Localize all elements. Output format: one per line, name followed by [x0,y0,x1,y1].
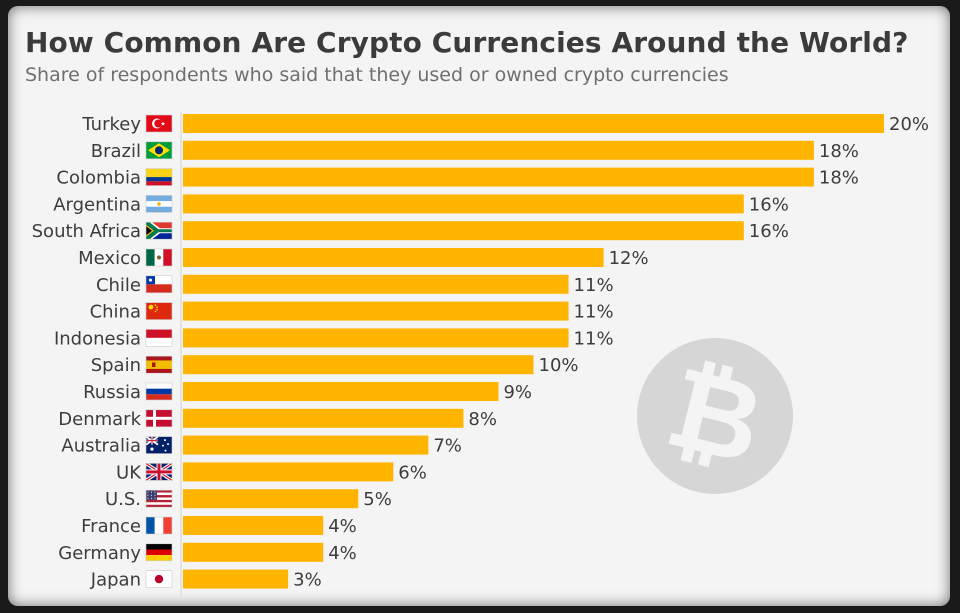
bar-australia [183,435,429,455]
bar-indonesia [183,328,569,348]
value-label: 11% [574,328,614,349]
category-label: Australia [61,436,141,457]
bar-chart: ₿ Turkey 20% Brazil 18% Colombia 18% Argentina… [32,112,929,596]
category-label: France [81,516,141,537]
bitcoin-logo-icon: ₿ [637,338,793,494]
bar-u-s [183,489,359,509]
flag-colombia-icon [145,168,173,186]
bar-brazil [183,140,814,160]
bar-france [183,516,324,535]
flag-denmark-icon [145,409,173,428]
category-label: Russia [83,382,141,403]
flag-argentina-icon [145,195,173,213]
category-label: Chile [96,275,141,296]
category-label: UK [116,462,142,483]
flag-south-africa-icon [145,221,173,240]
flag-germany-icon [145,543,173,562]
chart-title: How Common Are Crypto Currencies Around … [25,26,909,59]
chart-subtitle: Share of respondents who said that they … [25,64,729,86]
value-label: 11% [574,275,614,296]
bar-chile [183,274,569,294]
bar-russia [183,382,499,401]
flag-australia-icon [145,435,173,454]
chart-card: How Common Are Crypto Currencies Around … [8,6,950,606]
flag-japan-icon [145,570,173,588]
flag-spain-icon [145,355,173,374]
bar-turkey [183,114,884,133]
flag-france-icon [145,516,173,535]
value-label: 8% [468,409,497,430]
bar-south-africa [183,221,744,241]
bar-denmark [183,408,464,428]
flag-us-icon [145,489,173,508]
value-label: 5% [363,489,392,510]
value-label: 4% [328,543,357,564]
value-label: 3% [293,570,322,591]
category-label: Japan [90,570,141,591]
bar-colombia [183,167,814,187]
value-label: 7% [433,436,462,457]
category-label: Brazil [91,141,141,162]
category-label: Germany [58,543,141,564]
bar-china [183,301,569,321]
value-label: 9% [503,382,532,403]
bar-mexico [183,248,604,267]
flag-turkey-icon [145,114,173,133]
category-label: Turkey [81,114,141,135]
bar-uk [183,462,394,482]
value-label: 16% [749,194,789,215]
flag-brazil-icon [145,141,173,160]
value-label: 4% [328,516,357,537]
bar-japan [183,569,289,589]
flag-china-icon [145,302,173,320]
category-label: U.S. [105,489,141,510]
flag-uk-icon [145,461,173,482]
value-label: 16% [749,221,789,242]
category-label: Argentina [53,194,141,215]
category-label: China [90,302,141,323]
category-label: Denmark [58,409,141,430]
flag-russia-icon [145,382,173,401]
flag-mexico-icon [145,248,173,267]
value-label: 6% [398,462,427,483]
value-label: 11% [574,302,614,323]
bar-germany [183,542,324,562]
bar-argentina [183,194,744,214]
value-label: 18% [819,168,859,189]
category-label: Colombia [56,168,141,189]
category-label: Spain [91,355,141,376]
flag-indonesia-icon [145,329,173,347]
category-label: Mexico [78,248,141,269]
category-label: Indonesia [54,328,141,349]
value-label: 20% [889,114,929,135]
value-label: 12% [609,248,649,269]
flag-chile-icon [145,275,173,294]
value-label: 10% [539,355,579,376]
value-label: 18% [819,141,859,162]
category-label: South Africa [32,221,141,242]
bar-spain [183,355,534,375]
